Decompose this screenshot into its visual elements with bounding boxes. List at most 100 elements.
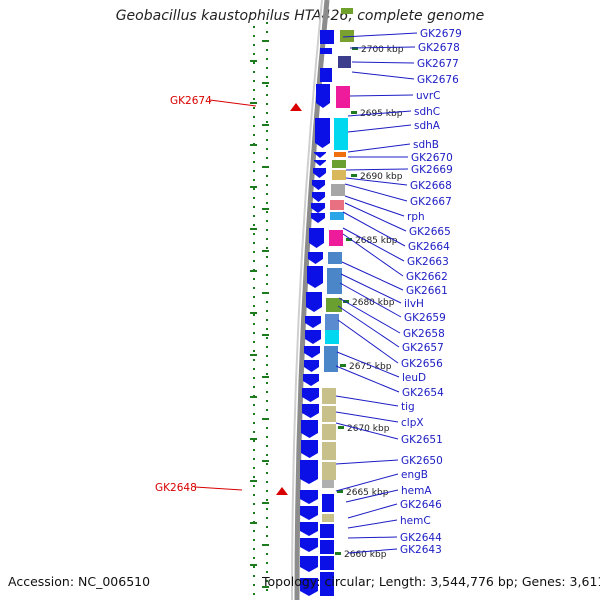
leader-line xyxy=(338,297,401,334)
tick-dot xyxy=(253,458,255,460)
kbp-tick xyxy=(337,490,343,493)
gene-label-leaders xyxy=(335,32,418,554)
gene-arrow xyxy=(314,160,326,166)
gene-arrow xyxy=(305,330,321,344)
tick-dot xyxy=(253,278,255,280)
gene-label-GK2668: GK2668 xyxy=(410,180,452,192)
feature-block xyxy=(322,480,334,488)
tick-dot xyxy=(253,359,255,361)
tick-major xyxy=(262,544,269,546)
tick-dot xyxy=(253,332,255,334)
genome-backbone-shadow xyxy=(291,0,323,600)
gene-arrow xyxy=(312,180,325,190)
tick-dot xyxy=(266,382,268,384)
tick-dot xyxy=(266,319,268,321)
kbp-tick xyxy=(335,552,341,555)
tick-dot xyxy=(266,193,268,195)
leader-line xyxy=(335,422,399,440)
leader-line xyxy=(349,46,416,49)
tick-dot xyxy=(266,148,268,150)
tick-major xyxy=(250,60,257,62)
leader-line xyxy=(347,536,398,539)
leader-line xyxy=(341,261,404,291)
tick-dot xyxy=(253,440,255,442)
feature-block xyxy=(322,424,336,440)
kbp-label: 2660 kbp xyxy=(344,550,387,560)
tick-dot xyxy=(266,337,268,339)
tick-dot xyxy=(253,242,255,244)
feature-block xyxy=(334,152,346,157)
marker-triangle xyxy=(276,487,288,495)
feature-block xyxy=(322,406,336,422)
tick-dot xyxy=(253,539,255,541)
leader-line xyxy=(349,94,414,97)
leader-line xyxy=(335,411,399,423)
tick-dot xyxy=(253,584,255,586)
leader-line xyxy=(335,473,399,492)
kbp-label: 2680 kbp xyxy=(352,298,395,308)
gene-label-GK2646: GK2646 xyxy=(400,499,442,511)
tick-dot xyxy=(253,215,255,217)
tick-dot xyxy=(266,535,268,537)
gene-label-hemC: hemC xyxy=(400,515,431,527)
gene-label-GK2658: GK2658 xyxy=(403,328,445,340)
feature-block xyxy=(322,388,336,404)
marker-label-GK2674: GK2674 xyxy=(170,95,212,107)
gene-label-GK2664: GK2664 xyxy=(408,241,450,253)
gene-label-GK2663: GK2663 xyxy=(407,256,449,268)
tick-dot xyxy=(266,22,268,24)
gene-label-GK2656: GK2656 xyxy=(401,358,443,370)
gene-label-GK2644: GK2644 xyxy=(400,532,442,544)
gene-label-leuD: leuD xyxy=(402,372,426,384)
gene-arrow xyxy=(303,374,319,386)
tick-dot xyxy=(266,202,268,204)
tick-dot xyxy=(253,80,255,82)
tick-dot xyxy=(253,170,255,172)
leader-line xyxy=(344,195,405,217)
tick-dot xyxy=(266,490,268,492)
tick-major xyxy=(250,144,257,146)
tick-dot xyxy=(266,274,268,276)
tick-dot xyxy=(266,436,268,438)
gene-arrow xyxy=(300,506,318,520)
tick-dot xyxy=(253,179,255,181)
tick-dot xyxy=(253,53,255,55)
tick-dot xyxy=(253,260,255,262)
tick-dot xyxy=(253,125,255,127)
tick-dot xyxy=(253,287,255,289)
tick-major xyxy=(250,480,257,482)
tick-dot xyxy=(266,76,268,78)
feature-block xyxy=(332,160,346,168)
tick-major xyxy=(262,418,269,420)
leader-line xyxy=(345,489,399,503)
tick-dot xyxy=(253,161,255,163)
tick-dot xyxy=(266,499,268,501)
tick-dot xyxy=(266,373,268,375)
gene-label-clpX: clpX xyxy=(401,417,424,429)
gene-arrows xyxy=(300,30,334,596)
tick-dot xyxy=(266,211,268,213)
leader-line xyxy=(351,61,415,64)
tick-major xyxy=(250,438,257,440)
leader-line xyxy=(347,519,398,529)
tick-dot xyxy=(266,58,268,60)
gene-arrow xyxy=(301,440,318,458)
tick-dot xyxy=(266,139,268,141)
kbp-label: 2695 kbp xyxy=(360,109,403,119)
leader-line xyxy=(345,177,408,186)
gene-arrow xyxy=(322,494,334,512)
gene-label-sdhC: sdhC xyxy=(414,106,440,118)
tick-dot xyxy=(253,449,255,451)
feature-block xyxy=(334,118,348,150)
tick-dot xyxy=(266,391,268,393)
gene-arrow xyxy=(320,540,334,554)
tick-major xyxy=(262,586,269,588)
tick-dot xyxy=(253,566,255,568)
tick-dot xyxy=(266,175,268,177)
gene-label-GK2654: GK2654 xyxy=(402,387,444,399)
tick-major xyxy=(262,208,269,210)
tick-dot xyxy=(266,328,268,330)
gene-arrow xyxy=(313,168,326,178)
tick-major xyxy=(262,502,269,504)
tick-major xyxy=(262,82,269,84)
